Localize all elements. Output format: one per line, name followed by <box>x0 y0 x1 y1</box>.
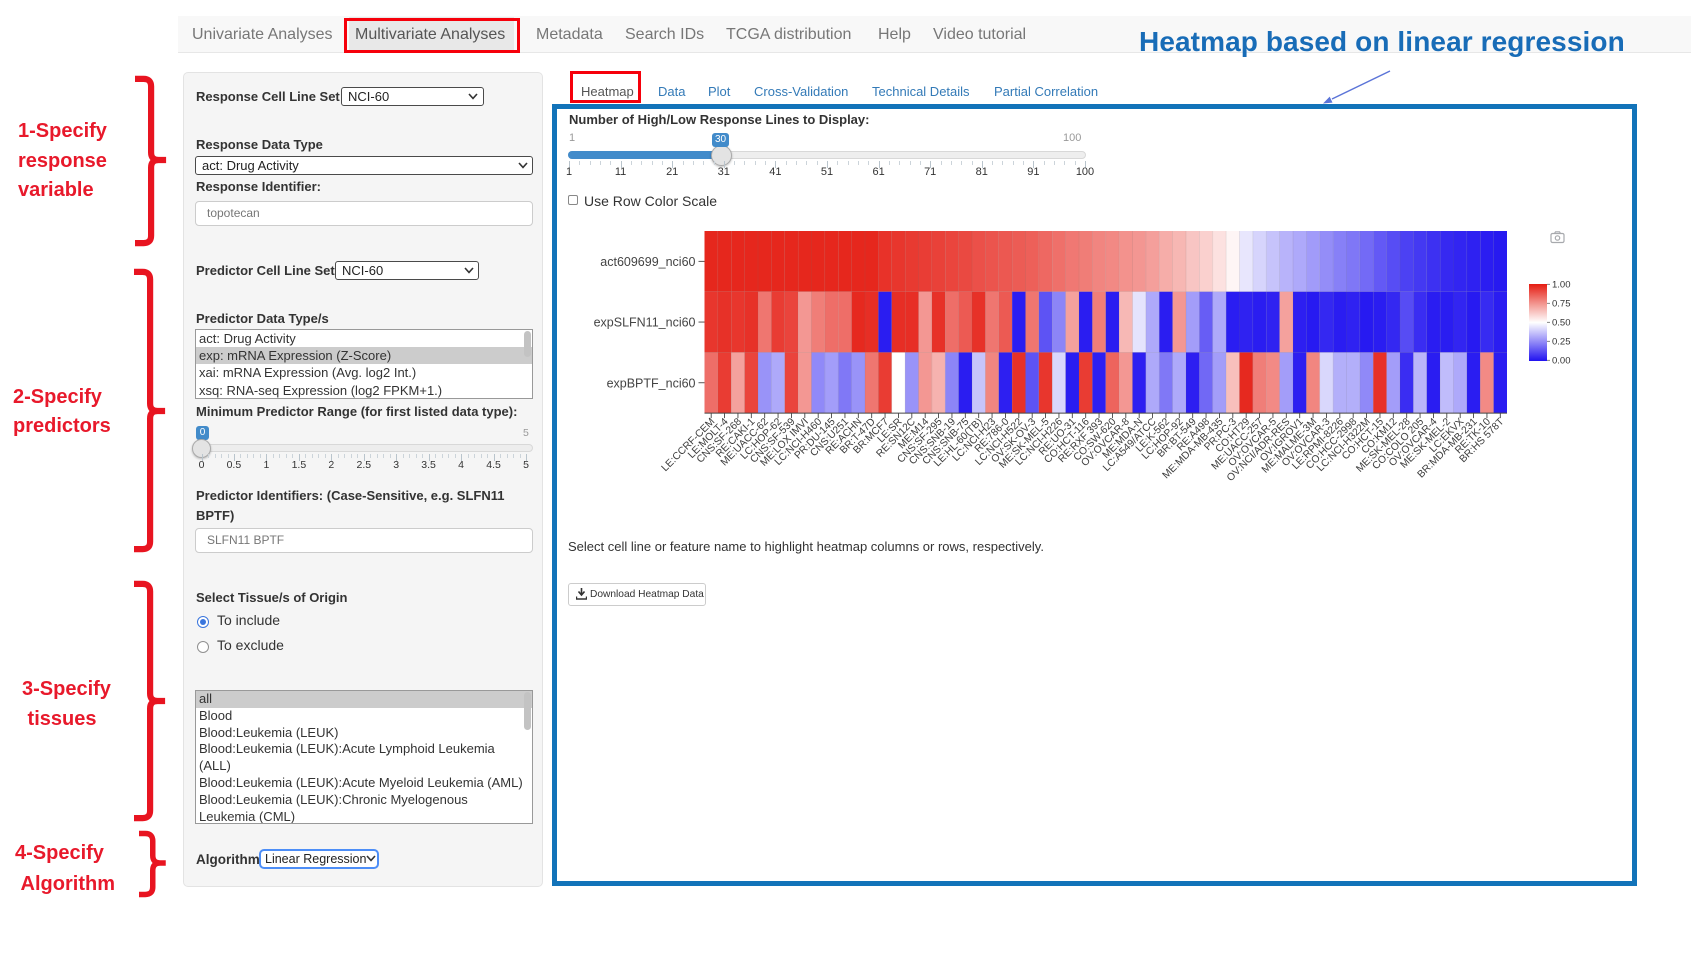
svg-text:0.75: 0.75 <box>1552 299 1571 310</box>
svg-text:expBPTF_nci60: expBPTF_nci60 <box>607 376 696 390</box>
svg-text:0.50: 0.50 <box>1552 318 1571 329</box>
svg-text:0.00: 0.00 <box>1552 356 1571 367</box>
svg-text:0.25: 0.25 <box>1552 337 1571 348</box>
svg-text:act609699_nci60: act609699_nci60 <box>600 255 695 269</box>
svg-text:expSLFN11_nci60: expSLFN11_nci60 <box>594 316 696 330</box>
svg-text:1.00: 1.00 <box>1552 280 1571 291</box>
